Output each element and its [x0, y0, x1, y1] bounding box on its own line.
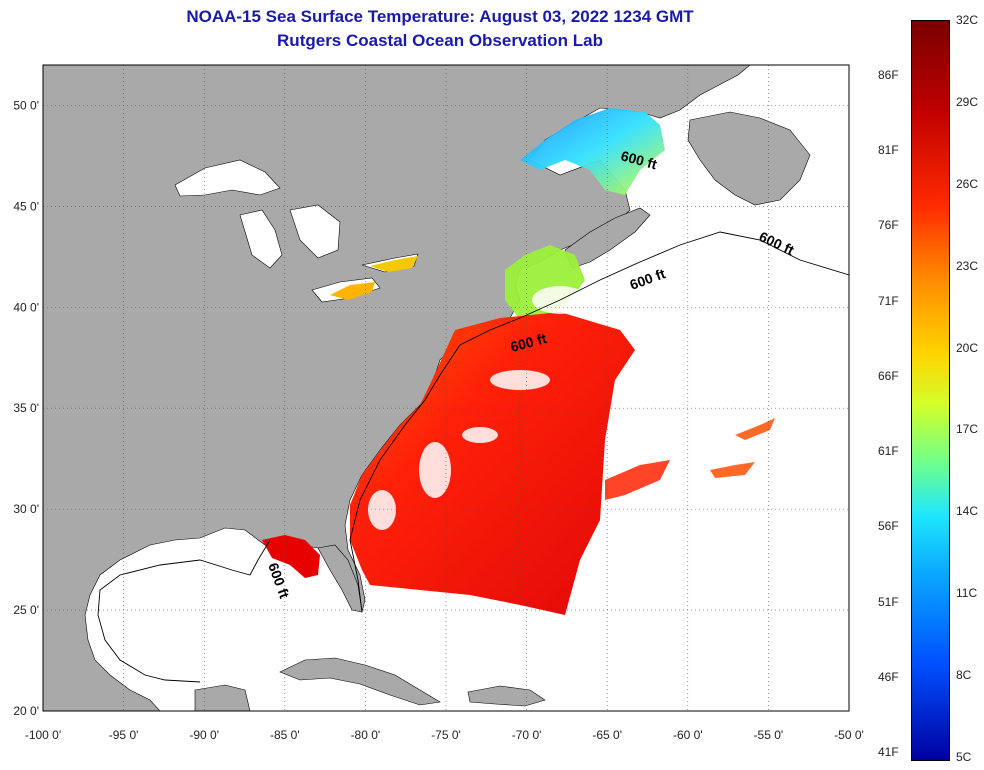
sst-lake-erie — [330, 282, 375, 300]
lat-tick-label: 30 0' — [13, 502, 39, 516]
lat-tick-label: 50 0' — [13, 98, 39, 112]
sst-gulf-st-lawrence — [520, 108, 665, 195]
colorbar-celsius-label: 29C — [956, 94, 979, 109]
sst-eastern-streak — [605, 460, 670, 500]
lon-tick-label: -75 0' — [431, 728, 461, 742]
lon-tick-label: -80 0' — [351, 728, 381, 742]
depth-contour-600ft — [349, 231, 849, 613]
colorbar-fahrenheit-label: 61F — [878, 444, 899, 459]
colorbar-fahrenheit-label: 66F — [878, 368, 899, 383]
colorbar-celsius-label: 26C — [956, 176, 979, 191]
newfoundland-land — [687, 111, 811, 206]
colorbar-fahrenheit-label: 41F — [878, 745, 899, 759]
colorbar-fahrenheit-label: 81F — [878, 143, 899, 158]
lat-tick-label: 40 0' — [13, 300, 39, 314]
lon-tick-label: -55 0' — [754, 728, 784, 742]
lon-tick-label: -95 0' — [109, 728, 139, 742]
colorbar-celsius-label: 32C — [956, 13, 979, 27]
lat-tick-label: 20 0' — [13, 704, 39, 718]
colorbar-celsius-label: 5C — [956, 750, 972, 764]
depth-contour-600ft-gulf — [97, 539, 271, 683]
lon-tick-label: -85 0' — [270, 728, 300, 742]
lon-tick-label: -90 0' — [189, 728, 219, 742]
map-frame — [42, 64, 850, 712]
colorbar-celsius-label: 20C — [956, 340, 979, 355]
chart-subtitle: Rutgers Coastal Ocean Observation Lab — [277, 31, 603, 50]
colorbar-fahrenheit-label: 76F — [878, 218, 899, 233]
hispaniola-land — [467, 685, 546, 707]
latitude-ticks: 50 0' 45 0' 40 0' 35 0' 30 0' 25 0' 20 0' — [13, 98, 39, 718]
great-lakes — [174, 159, 419, 303]
colorbar-fahrenheit-label: 86F — [878, 68, 899, 82]
colorbar-celsius-label: 14C — [956, 504, 979, 519]
colorbar-fahrenheit-label: 56F — [878, 519, 899, 534]
chart-title: NOAA-15 Sea Surface Temperature: August … — [186, 7, 694, 26]
colorbar-celsius-label: 17C — [956, 422, 979, 437]
lon-tick-label: -70 0' — [512, 728, 542, 742]
sst-gulf-stream — [350, 312, 635, 615]
colorbar-celsius-label: 11C — [956, 586, 978, 601]
colorbar-fahrenheit-label: 46F — [878, 669, 899, 684]
colorbar-celsius-label: 23C — [956, 258, 979, 273]
sst-florida-gulf — [262, 535, 320, 578]
lon-tick-label: -50 0' — [834, 728, 864, 742]
lat-tick-label: 45 0' — [13, 199, 39, 213]
sst-far-east-streak — [710, 418, 775, 478]
lon-tick-label: -65 0' — [592, 728, 622, 742]
sst-lake-ontario — [370, 256, 418, 272]
longitude-ticks: -100 0' -95 0' -90 0' -85 0' -80 0' -75 0' -70… — [25, 728, 864, 742]
lat-tick-label: 25 0' — [13, 603, 39, 617]
lon-tick-label: -100 0' — [25, 728, 61, 742]
lat-tick-label: 35 0' — [13, 401, 39, 415]
colorbar-fahrenheit-label: 71F — [878, 293, 899, 308]
cuba-land — [279, 657, 441, 706]
colorbar-celsius-label: 8C — [956, 668, 972, 683]
temperature-colorbar — [911, 20, 950, 761]
lon-tick-label: -60 0' — [673, 728, 703, 742]
yucatan-land — [194, 684, 251, 711]
colorbar-fahrenheit-label: 51F — [878, 594, 899, 609]
